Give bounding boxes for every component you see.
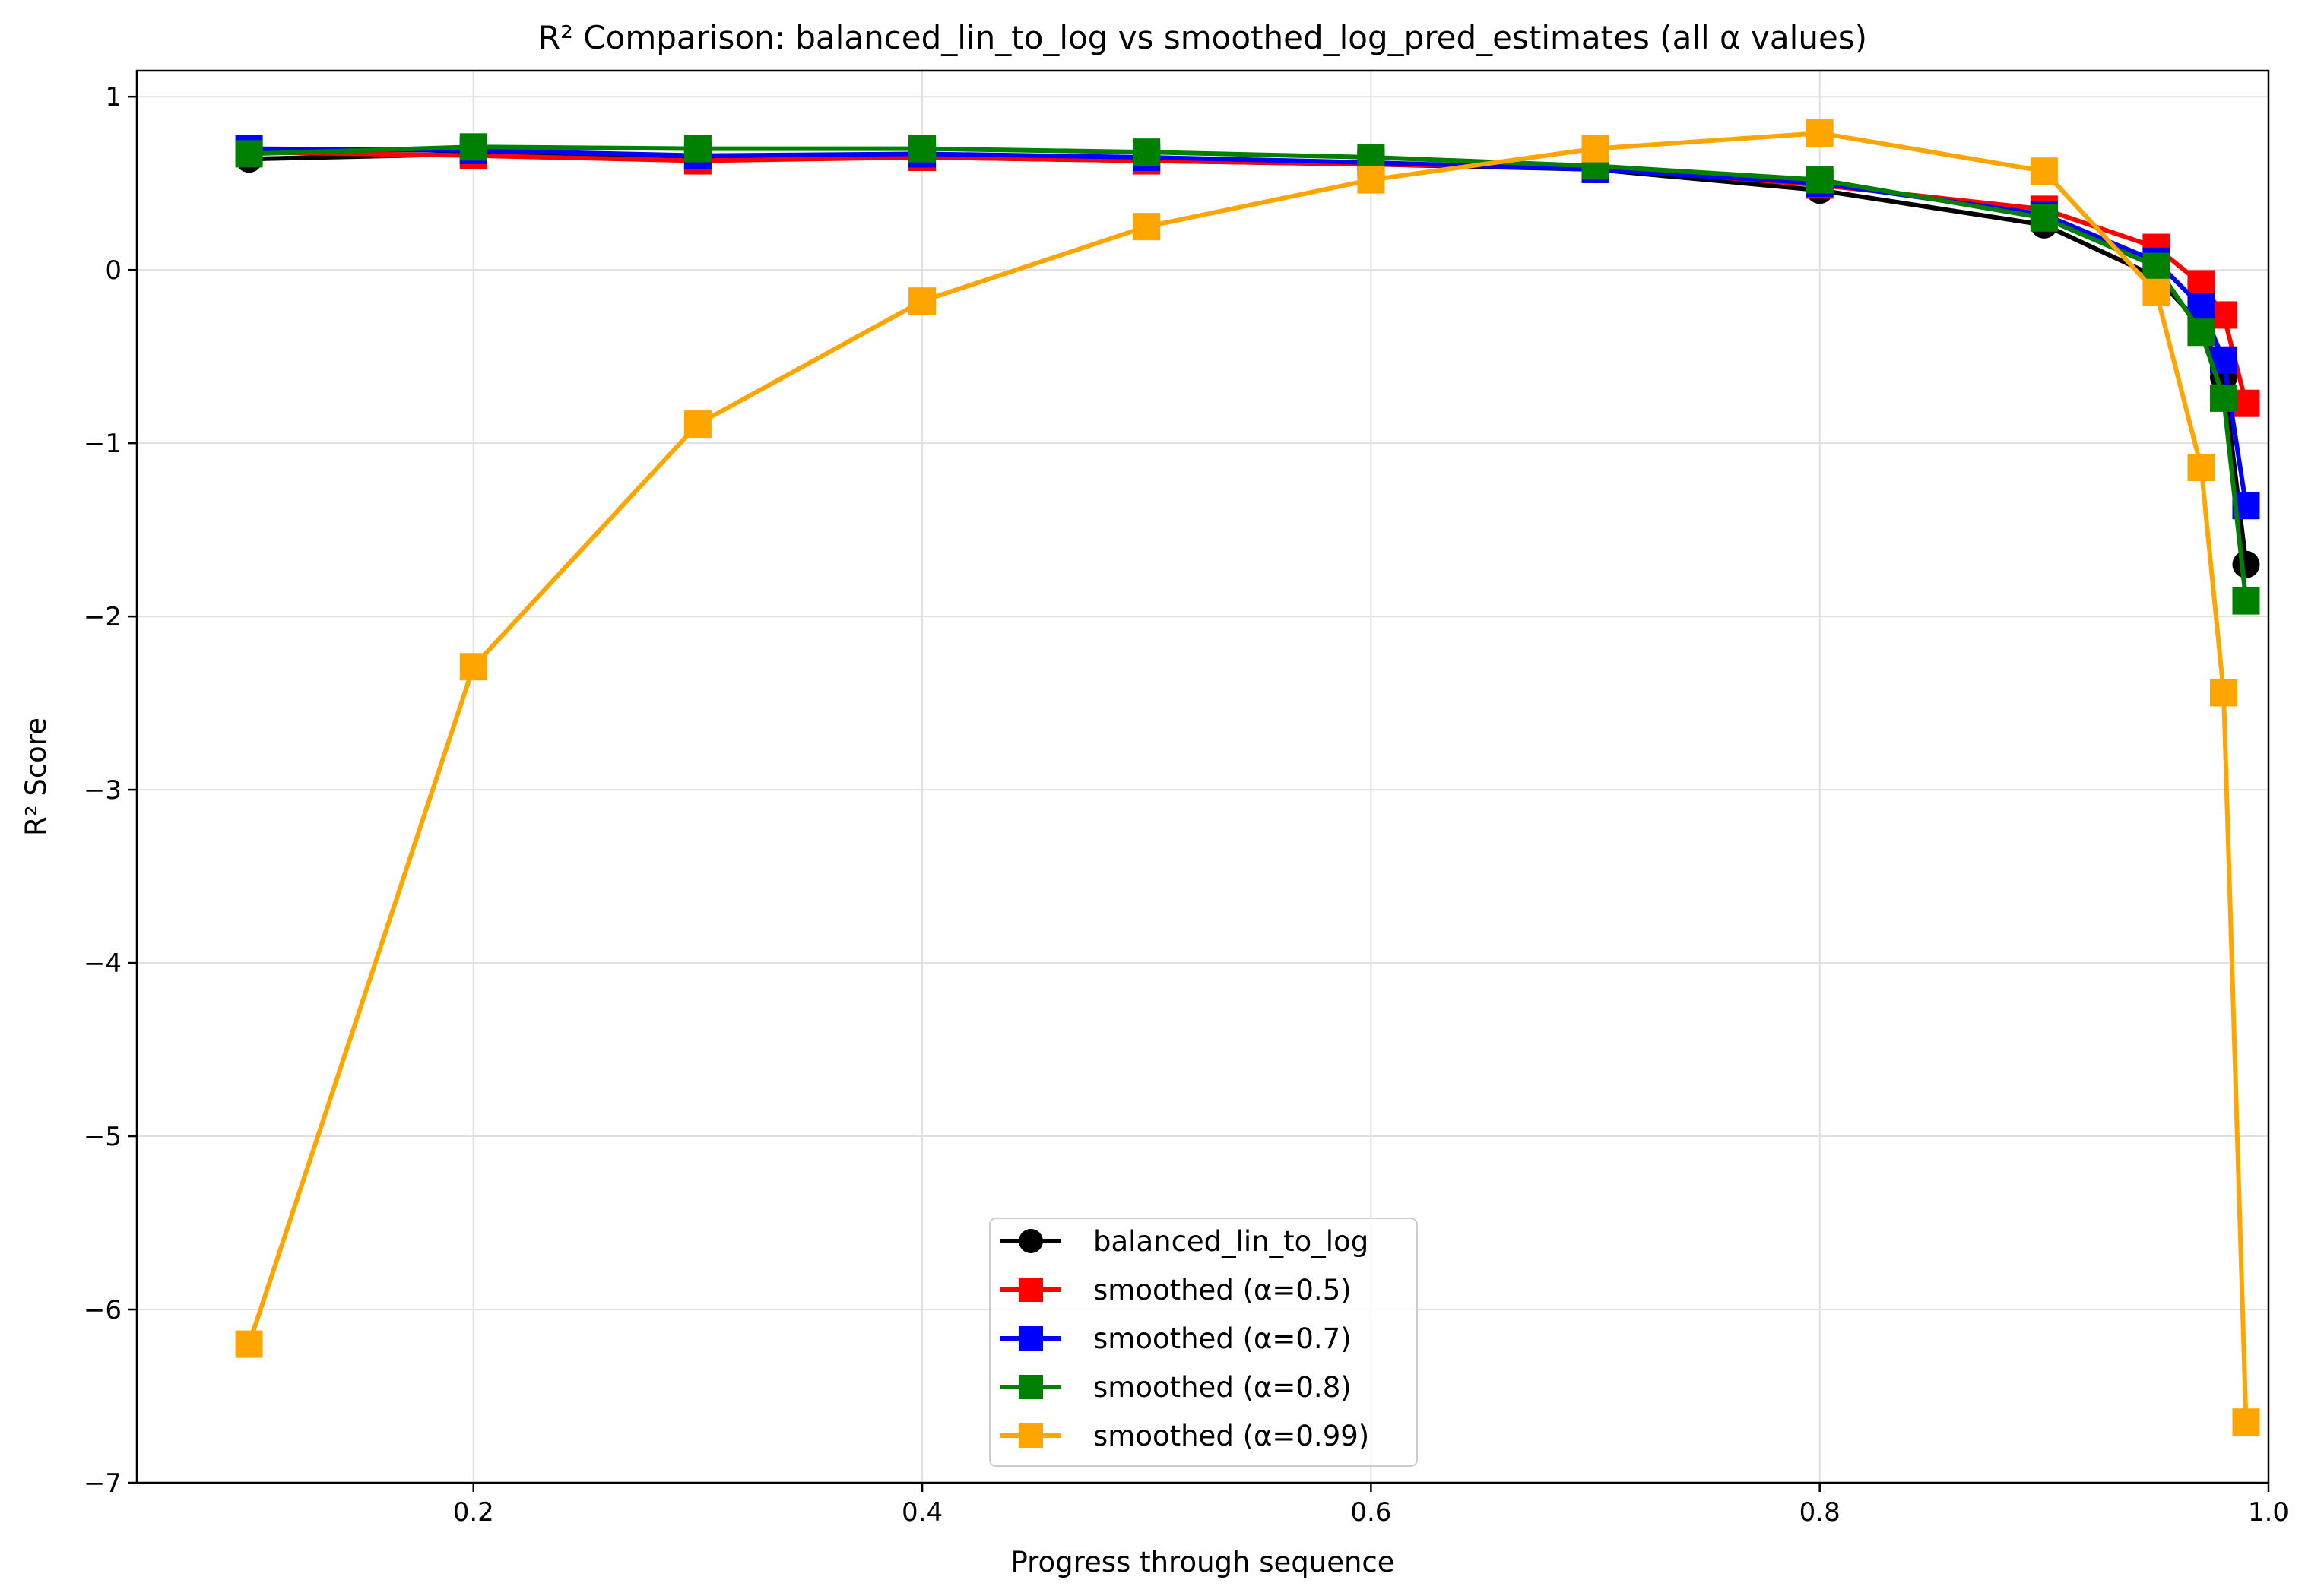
plot-frame — [135, 69, 2270, 1484]
legend: balanced_lin_to_log smoothed (α=0.5) smoot… — [989, 1218, 1418, 1467]
chart-title: R² Comparison: balanced_lin_to_log vs sm… — [538, 19, 1867, 56]
data-point — [1581, 135, 1609, 163]
data-point — [2187, 318, 2215, 347]
x-tick-label: 0.6 — [1350, 1497, 1391, 1528]
y-tick-label: −6 — [84, 1295, 122, 1325]
y-tick-label: −4 — [84, 948, 122, 979]
y-tick-label: 0 — [105, 255, 122, 286]
y-tick-label: −3 — [84, 775, 122, 806]
legend-label: smoothed (α=0.99) — [1093, 1420, 1369, 1452]
data-point — [1806, 166, 1834, 194]
data-point — [908, 135, 937, 163]
y-tick-label: −7 — [84, 1468, 122, 1499]
data-point — [459, 653, 487, 681]
legend-marker — [1019, 1375, 1043, 1399]
legend-item: smoothed (α=0.7) — [1000, 1322, 1352, 1355]
legend-marker — [1019, 1278, 1043, 1302]
y-tick-label: −1 — [84, 429, 122, 459]
legend-item: balanced_lin_to_log — [1000, 1225, 1368, 1258]
data-point — [1133, 138, 1161, 166]
legend-box — [989, 1218, 1418, 1467]
legend-marker — [1019, 1229, 1043, 1253]
legend-label: smoothed (α=0.7) — [1093, 1322, 1352, 1355]
grid — [137, 71, 2269, 1484]
y-tick-label: −2 — [84, 602, 122, 632]
x-tick-label: 0.4 — [902, 1497, 943, 1528]
data-point — [2209, 384, 2237, 412]
x-tick-label: 0.2 — [453, 1497, 494, 1528]
legend-label: smoothed (α=0.8) — [1093, 1371, 1352, 1404]
y-tick-label: −5 — [84, 1122, 122, 1152]
data-point — [2209, 679, 2237, 707]
axis-ticks: 0.2 0.4 0.6 0.8 1.0 1 0 −1 −2 −3 −4 −5 −6 −7 — [84, 82, 2289, 1528]
data-point — [2232, 1408, 2260, 1436]
data-point — [1806, 119, 1834, 147]
data-point — [2187, 454, 2215, 482]
data-point — [1357, 166, 1385, 194]
data-point — [2232, 587, 2260, 615]
legend-marker — [1019, 1423, 1043, 1448]
data-point — [2232, 550, 2260, 578]
data-point — [459, 133, 487, 161]
series-smoothed-0-99 — [235, 119, 2260, 1436]
series-layer — [235, 119, 2260, 1436]
y-tick-label: 1 — [105, 82, 122, 112]
data-point — [683, 135, 712, 163]
data-point — [2030, 157, 2058, 185]
data-point — [2030, 204, 2058, 232]
x-tick-label: 1.0 — [2248, 1497, 2289, 1528]
y-axis-label: R² Score — [20, 717, 52, 836]
legend-item: smoothed (α=0.5) — [1000, 1274, 1352, 1306]
legend-item: smoothed (α=0.8) — [1000, 1371, 1352, 1404]
x-axis-label: Progress through sequence — [1010, 1546, 1394, 1579]
legend-label: smoothed (α=0.5) — [1093, 1274, 1352, 1306]
data-point — [2142, 252, 2170, 280]
data-point — [908, 287, 937, 315]
data-point — [683, 410, 712, 439]
legend-item: smoothed (α=0.99) — [1000, 1420, 1369, 1452]
x-tick-label: 0.8 — [1799, 1497, 1841, 1528]
data-point — [2142, 278, 2170, 306]
legend-label: balanced_lin_to_log — [1093, 1225, 1368, 1258]
legend-marker — [1019, 1326, 1043, 1351]
data-point — [235, 1330, 263, 1358]
data-point — [235, 140, 263, 168]
data-point — [1133, 213, 1161, 241]
